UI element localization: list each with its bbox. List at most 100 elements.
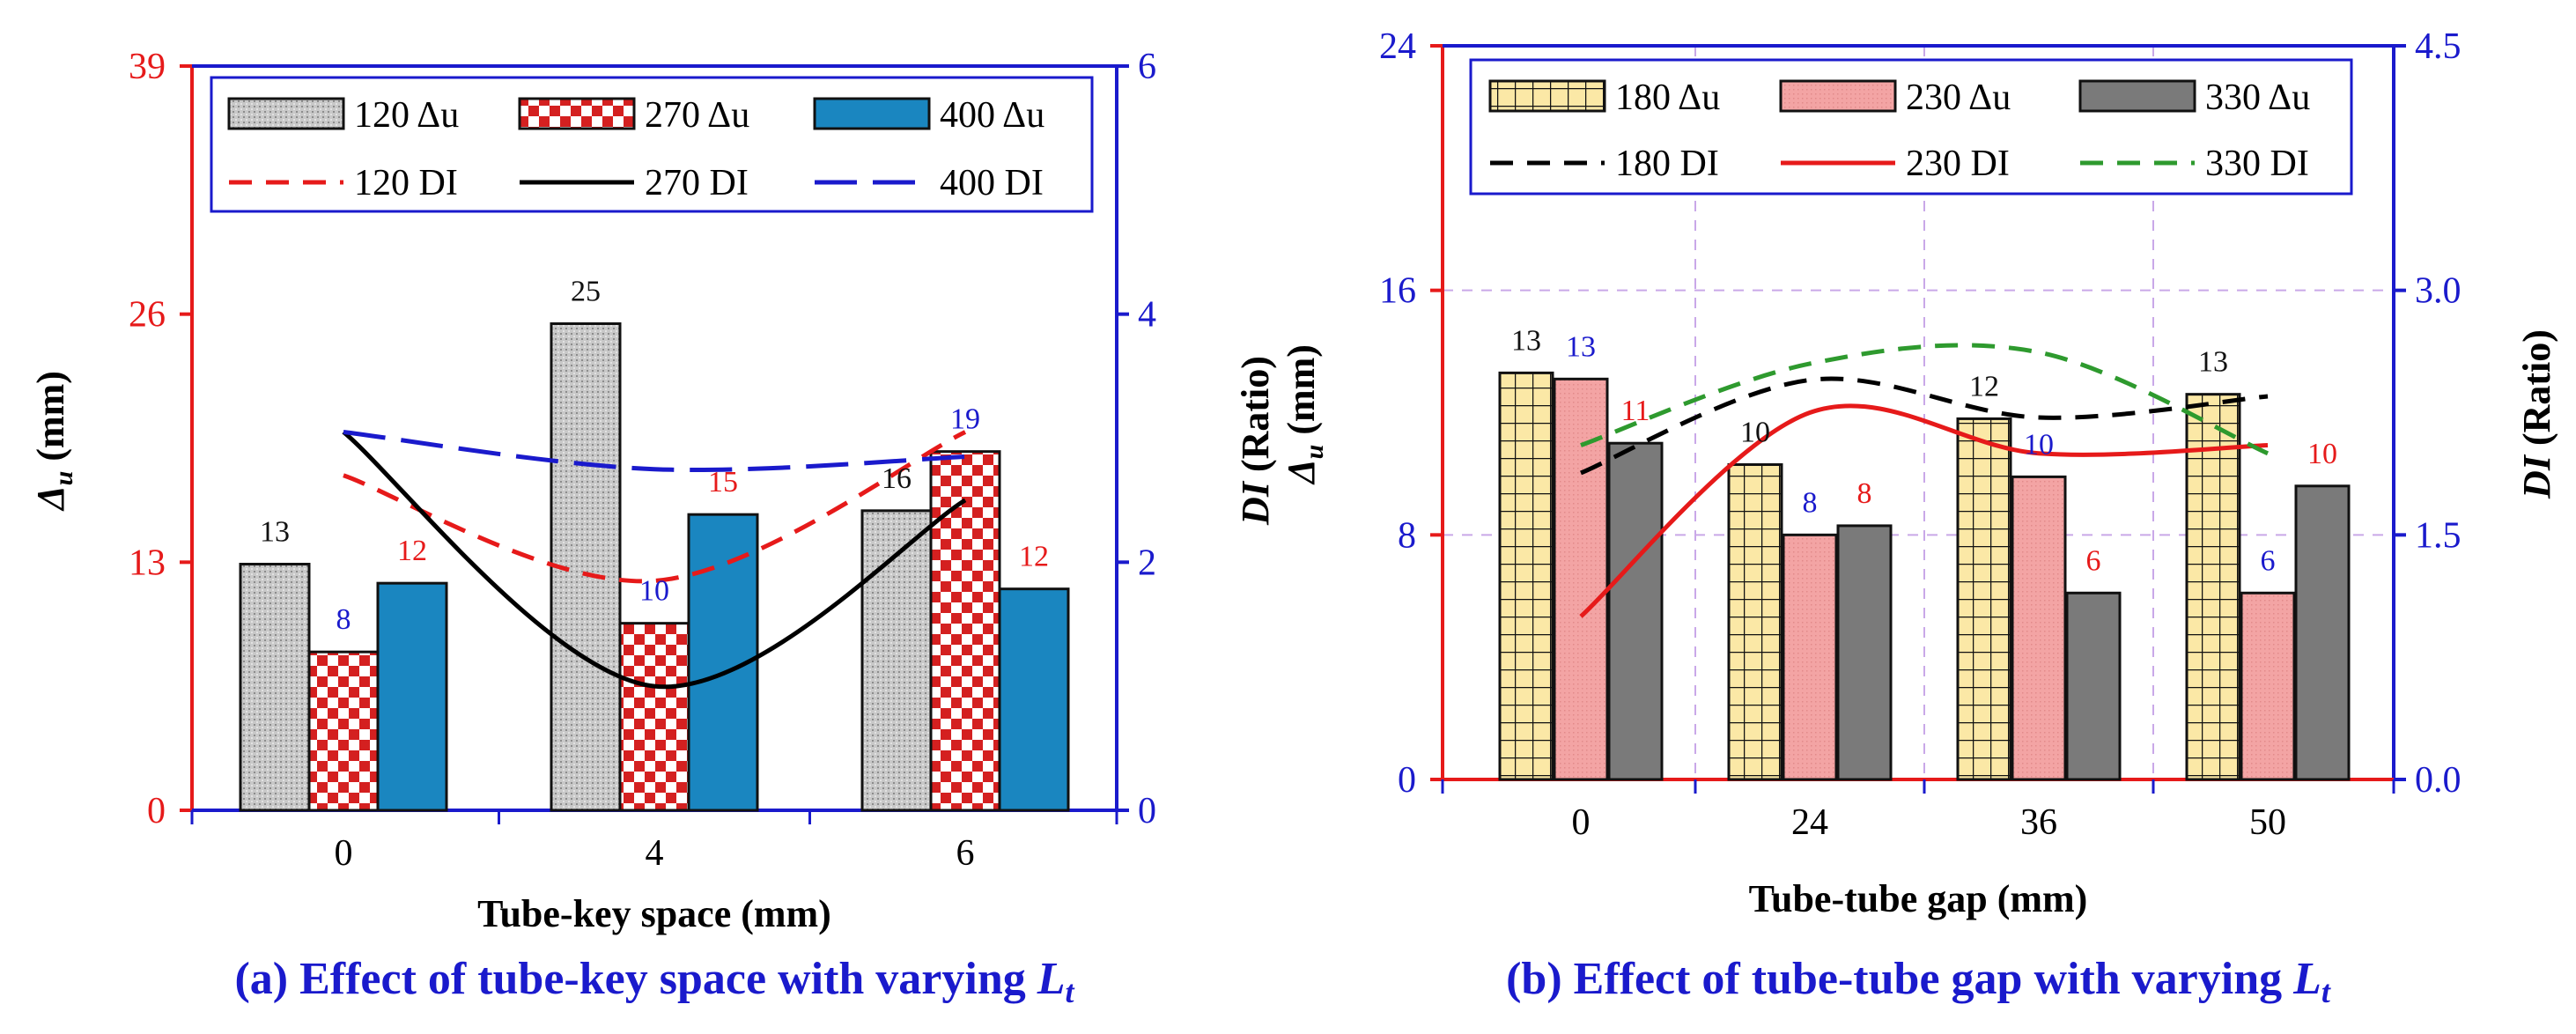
tick-marks [1430, 44, 2406, 794]
legend-swatch-400-deltau [813, 97, 931, 130]
bar-270-deltau-6 [929, 450, 1001, 812]
bar-180-deltau-50 [2185, 393, 2241, 781]
data-label: 15 [708, 466, 738, 499]
legend-label-230-deltau: 230 Δu [1906, 78, 2011, 118]
bar-230-deltau-36 [2011, 475, 2067, 781]
legend-label-120-di: 120 DI [354, 163, 458, 203]
y-tick-label: 13 [129, 543, 166, 583]
y2-tick-label: 4.5 [2415, 26, 2462, 67]
data-label: 8 [1803, 486, 1818, 519]
x-tick-label: 4 [646, 833, 664, 874]
legend-box [210, 76, 1094, 213]
data-label: 19 [950, 403, 980, 436]
data-label: 12 [1019, 541, 1049, 573]
y-axis-label: Δu (mm) [1280, 344, 1329, 485]
line-270-di [342, 430, 967, 690]
legend: 120 Δu 270 Δu 400 Δu 120 DI 270 DI 400 DI [210, 76, 1094, 213]
y-axis-label: Δu (mm) [29, 371, 78, 512]
bar-180-deltau-0 [1498, 371, 1554, 781]
legend-swatch-330-deltau [2078, 79, 2196, 113]
bars [239, 322, 1070, 812]
data-label: 8 [1857, 477, 1872, 510]
y-tick-label: 8 [1398, 515, 1416, 556]
di-lines [1579, 343, 2270, 618]
y-tick-label: 0 [147, 791, 166, 831]
y2-axis-label: DI (Ratio) [2515, 329, 2558, 499]
bar-230-deltau-0 [1553, 377, 1609, 781]
line-400-di [343, 429, 966, 473]
bar-270-deltau-4 [618, 622, 690, 812]
bar-330-deltau-24 [1836, 524, 1893, 781]
data-label: 6 [2261, 544, 2276, 577]
y2-tick-label: 6 [1138, 47, 1156, 87]
tick-marks [180, 64, 1129, 824]
legend-box [1469, 58, 2353, 196]
y-tick-labels: 0 13 26 39 [129, 47, 166, 831]
x-tick-labels: 0 24 36 50 [1572, 802, 2287, 843]
x-tick-label: 50 [2249, 802, 2286, 843]
legend-label-180-di: 180 DI [1615, 144, 1719, 184]
bar-230-deltau-50 [2240, 591, 2296, 781]
legend-label-180-deltau: 180 Δu [1615, 78, 1720, 118]
panel-a: 13 25 16 8 10 19 12 15 12 0 13 26 39 0 2 4 6 0 4 6 120 Δ… [29, 47, 1277, 1009]
y2-tick-label: 4 [1138, 295, 1156, 336]
data-labels: 13 25 16 8 10 19 12 15 12 [260, 276, 1049, 637]
bar-120-deltau-0 [239, 563, 311, 812]
legend-swatch-270-deltau [518, 97, 636, 130]
x-tick-labels: 0 4 6 [335, 833, 975, 874]
y-tick-labels: 0 8 16 24 [1379, 26, 1416, 801]
x-tick-label: 0 [1572, 802, 1591, 843]
y-tick-label: 24 [1379, 26, 1416, 67]
line-230-di [1579, 403, 2269, 618]
data-label: 10 [2024, 428, 2054, 461]
y2-tick-label: 0.0 [2415, 760, 2462, 801]
x-axis-label: Tube-tube gap (mm) [1749, 877, 2088, 920]
legend-swatch-120-deltau [227, 97, 345, 130]
legend: 180 Δu 230 Δu 330 Δu 180 DI 230 DI 330 DI [1469, 58, 2353, 196]
y-tick-label: 26 [129, 295, 166, 336]
bar-230-deltau-24 [1782, 533, 1838, 781]
data-label: 13 [1566, 330, 1596, 363]
legend-entries: 180 Δu 230 Δu 330 Δu 180 DI 230 DI 330 DI [1488, 78, 2310, 184]
bar-270-deltau-0 [307, 650, 380, 812]
legend-label-120-deltau: 120 Δu [354, 95, 459, 136]
y2-tick-labels: 0 2 4 6 [1138, 47, 1156, 831]
data-label: 11 [1621, 395, 1650, 427]
bar-400-deltau-6 [998, 587, 1070, 812]
legend-swatch-180-deltau [1488, 79, 1606, 113]
legend-swatch-230-deltau [1779, 79, 1897, 113]
bar-330-deltau-0 [1607, 441, 1664, 781]
y2-tick-labels: 0.0 1.5 3.0 4.5 [2415, 26, 2462, 801]
y-tick-label: 16 [1379, 271, 1416, 312]
y-tick-label: 39 [129, 47, 166, 87]
x-axis-label: Tube-key space (mm) [477, 892, 831, 935]
x-tick-label: 6 [956, 833, 975, 874]
y2-tick-label: 0 [1138, 791, 1156, 831]
data-label: 6 [2086, 544, 2101, 577]
data-label: 12 [397, 535, 427, 567]
data-label: 10 [639, 575, 669, 608]
bar-180-deltau-24 [1727, 463, 1783, 781]
legend-entries: 120 Δu 270 Δu 400 Δu 120 DI 270 DI 400 DI [227, 95, 1044, 203]
y2-axis-label: DI (Ratio) [1234, 356, 1277, 526]
y2-tick-label: 2 [1138, 543, 1156, 583]
x-tick-label: 36 [2020, 802, 2057, 843]
di-lines [342, 429, 967, 690]
data-label: 8 [336, 603, 351, 636]
legend-label-400-deltau: 400 Δu [940, 95, 1044, 136]
data-label: 13 [2198, 346, 2228, 379]
y2-tick-label: 1.5 [2415, 515, 2462, 556]
legend-label-270-di: 270 DI [645, 163, 749, 203]
data-label: 25 [571, 276, 601, 308]
x-tick-label: 24 [1791, 802, 1828, 843]
legend-label-400-di: 400 DI [940, 163, 1044, 203]
data-label: 12 [1969, 370, 1999, 403]
legend-label-270-deltau: 270 Δu [645, 95, 749, 136]
data-label: 10 [1740, 417, 1770, 449]
data-label: 13 [1511, 324, 1541, 357]
bars [1498, 371, 2351, 781]
legend-label-330-di: 330 DI [2205, 144, 2309, 184]
data-labels: 13 10 12 13 13 8 10 6 11 8 6 10 [1511, 324, 2337, 577]
caption-b: (b) Effect of tube-tube gap with varying… [1506, 954, 2331, 1009]
